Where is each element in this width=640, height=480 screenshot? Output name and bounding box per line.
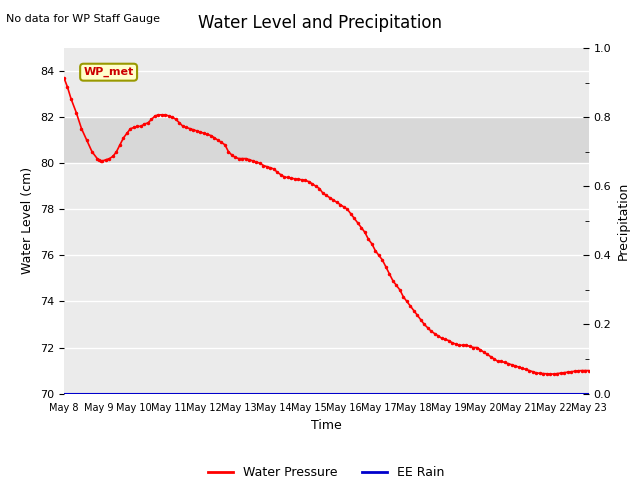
Text: No data for WP Staff Gauge: No data for WP Staff Gauge (6, 14, 161, 24)
Bar (64, 117, 589, 163)
Legend: Water Pressure, EE Rain: Water Pressure, EE Rain (203, 461, 450, 480)
Y-axis label: Precipitation: Precipitation (617, 181, 630, 260)
Text: Water Level and Precipitation: Water Level and Precipitation (198, 14, 442, 33)
Text: WP_met: WP_met (83, 67, 134, 77)
Y-axis label: Water Level (cm): Water Level (cm) (22, 167, 35, 275)
X-axis label: Time: Time (311, 419, 342, 432)
